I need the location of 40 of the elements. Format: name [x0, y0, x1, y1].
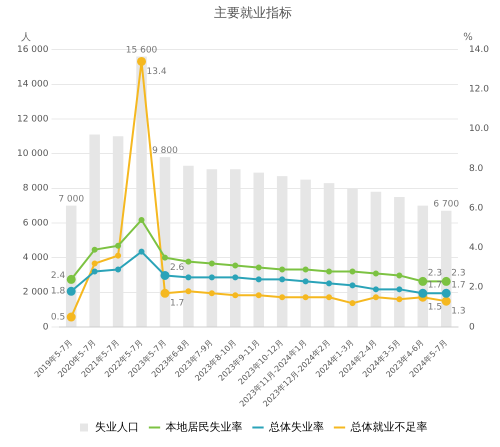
data-label: 2.3 [428, 268, 442, 279]
data-label: 2.3 [451, 268, 466, 279]
legend-label: 失业人口 [95, 420, 139, 434]
y-tick-label: 12 000 [16, 114, 49, 124]
y-tick-label: 6 000 [22, 218, 49, 228]
data-label: 15 600 [126, 45, 158, 56]
data-label: 2.6 [170, 262, 185, 273]
y2-tick-label: 6.0 [468, 203, 484, 214]
legend-label: 总体就业不足率 [350, 420, 428, 434]
data-label: 7 000 [58, 194, 84, 204]
y2-tick-label: 10.0 [468, 124, 490, 134]
data-label: 1.7 [451, 280, 466, 291]
data-label: 6 700 [433, 200, 460, 210]
data-label: 1.5 [428, 302, 442, 313]
data-label: 0.5 [50, 312, 66, 322]
data-label: 9 800 [152, 146, 178, 156]
y2-tick-label: 0 [468, 322, 475, 332]
y2-axis-title: % [463, 32, 473, 44]
data-label: 1.7 [170, 298, 184, 309]
y-tick-label: 2 000 [22, 288, 49, 298]
chart-title: 主要就业指标 [214, 5, 292, 22]
data-label: 1.3 [451, 306, 466, 317]
y-tick-label: 4 000 [22, 252, 49, 263]
y2-tick-label: 14.0 [468, 44, 490, 55]
legend-label: 本地居民失业率 [166, 420, 242, 434]
y-tick-label: 14 000 [16, 80, 49, 90]
data-label: 13.4 [146, 66, 167, 77]
y2-tick-label: 8.0 [468, 164, 484, 174]
y-tick-label: 8 000 [22, 184, 49, 194]
data-label: 1.8 [50, 286, 66, 297]
data-label: 1.7 [428, 280, 442, 291]
y-tick-label: 16 000 [16, 44, 49, 55]
y2-tick-label: 4.0 [468, 243, 484, 254]
legend-label: 总体失业率 [268, 420, 324, 434]
y2-tick-label: 12.0 [468, 84, 490, 95]
data-label: 2.4 [50, 270, 66, 281]
y-tick-label: 10 000 [16, 148, 49, 159]
y-tick-label: 0 [42, 322, 49, 332]
y-axis-title: 人 [21, 32, 31, 44]
y2-tick-label: 2.0 [468, 282, 484, 293]
